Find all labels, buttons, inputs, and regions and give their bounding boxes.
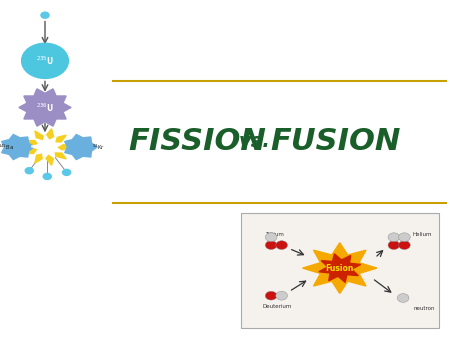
Text: $^{141}$Ba: $^{141}$Ba <box>0 143 14 152</box>
Circle shape <box>276 291 288 300</box>
Polygon shape <box>24 129 72 165</box>
Text: Tritium: Tritium <box>265 232 284 237</box>
Circle shape <box>265 233 277 242</box>
FancyBboxPatch shape <box>241 213 439 328</box>
Circle shape <box>22 43 68 78</box>
Text: neutron: neutron <box>413 306 435 311</box>
Polygon shape <box>302 243 377 293</box>
Text: Fusion: Fusion <box>325 264 354 273</box>
Circle shape <box>25 168 33 174</box>
Text: Deuterium: Deuterium <box>263 304 292 309</box>
Circle shape <box>63 169 71 175</box>
Circle shape <box>265 291 277 300</box>
Text: Helium: Helium <box>413 232 432 237</box>
Text: FISSION: FISSION <box>128 127 266 156</box>
Polygon shape <box>2 135 34 160</box>
Text: $^{92}$Kr: $^{92}$Kr <box>92 143 105 152</box>
Circle shape <box>399 233 410 242</box>
Polygon shape <box>65 135 97 160</box>
Circle shape <box>388 233 400 242</box>
Polygon shape <box>319 254 360 282</box>
Circle shape <box>276 241 288 249</box>
Circle shape <box>397 294 409 303</box>
Text: $^{235}$U: $^{235}$U <box>36 55 54 67</box>
Text: vs.: vs. <box>238 132 270 151</box>
Circle shape <box>265 241 277 249</box>
Circle shape <box>41 12 49 18</box>
Circle shape <box>399 241 410 249</box>
Polygon shape <box>19 89 71 126</box>
Polygon shape <box>31 135 63 159</box>
Text: $^{236}$U: $^{236}$U <box>36 101 54 114</box>
Text: FUSION: FUSION <box>270 127 400 156</box>
Circle shape <box>43 173 51 179</box>
Circle shape <box>388 241 400 249</box>
